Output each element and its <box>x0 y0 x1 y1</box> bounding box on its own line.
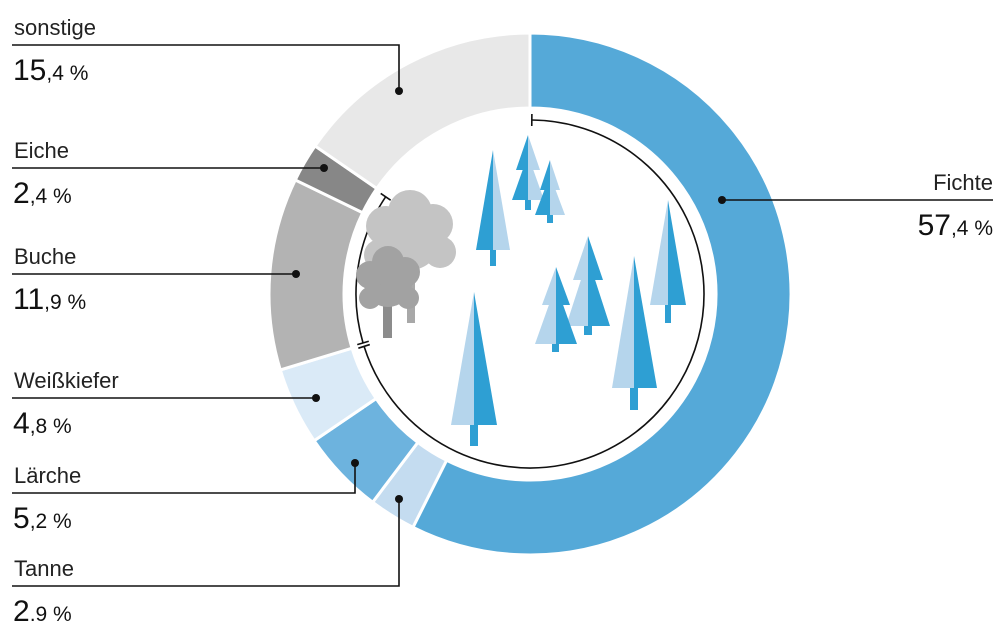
label-value-tanne: 2,9 % <box>13 595 72 621</box>
spruce-tree-icon <box>535 160 565 223</box>
label-name-eiche: Eiche <box>14 138 69 163</box>
label-name-weisskiefer: Weißkiefer <box>14 368 119 393</box>
leader-dot-sonstige <box>395 87 403 95</box>
label-name-buche: Buche <box>14 244 76 269</box>
spruce-tree-icon <box>566 236 610 335</box>
deciduous-arc-tick <box>380 192 392 201</box>
conifer-tree-icon <box>476 150 510 266</box>
conifer-arc <box>363 119 705 469</box>
value-integer: 2 <box>13 177 30 210</box>
leader-line-sonstige <box>12 44 400 91</box>
deciduous-tree-icon <box>356 246 420 338</box>
donut-segment-fichte <box>410 31 793 557</box>
label-tanne: Tanne 2,9 % <box>12 495 403 621</box>
leader-line-laerche <box>12 463 356 494</box>
label-value-laerche: 5,2 % <box>13 502 72 535</box>
label-name-tanne: Tanne <box>14 556 74 581</box>
label-value-buche: 11,9 % <box>13 283 86 316</box>
label-value-sonstige: 15,4 % <box>13 54 88 87</box>
label-buche: Buche 11,9 % <box>12 244 300 316</box>
spruce-tree-icon <box>512 135 544 210</box>
leader-line-tanne <box>12 499 400 587</box>
label-name-sonstige: sonstige <box>14 15 96 40</box>
leader-dot-fichte <box>718 196 726 204</box>
leader-dot-tanne <box>395 495 403 503</box>
value-decimals: ,9 % <box>44 291 86 314</box>
label-laerche: Lärche 5,2 % <box>12 459 359 535</box>
conifer-arc-tick <box>358 343 371 349</box>
value-decimals: ,2 % <box>30 510 72 533</box>
value-integer: 15 <box>13 54 46 87</box>
donut-ring <box>267 31 793 557</box>
value-decimals: ,4 % <box>30 185 72 208</box>
label-value-weisskiefer: 4,8 % <box>13 407 72 440</box>
leader-dot-buche <box>292 270 300 278</box>
value-decimals: ,8 % <box>30 415 72 438</box>
value-integer: 4 <box>13 407 30 440</box>
value-integer: 5 <box>13 502 30 535</box>
conifer-tree-icon <box>612 256 657 410</box>
label-fichte: Fichte 57,4 % <box>718 170 993 242</box>
conifer-tree-icon <box>650 200 686 323</box>
donut-segment-buche <box>267 177 365 372</box>
label-name-fichte: Fichte <box>933 170 993 195</box>
value-decimals: ,4 % <box>951 217 993 240</box>
label-weisskiefer: Weißkiefer 4,8 % <box>12 368 320 440</box>
leader-dot-weisskiefer <box>312 394 320 402</box>
leader-dot-eiche <box>320 164 328 172</box>
value-decimals: ,4 % <box>46 62 88 85</box>
label-sonstige: sonstige 15,4 % <box>12 15 403 95</box>
donut-segment-sonstige <box>312 31 532 191</box>
value-integer: 57 <box>918 209 951 242</box>
value-integer: 11 <box>13 283 44 316</box>
value-integer: 2 <box>13 595 30 621</box>
label-name-laerche: Lärche <box>14 463 81 488</box>
forest-illustration <box>356 135 686 446</box>
label-value-fichte: 57,4 % <box>918 209 993 242</box>
label-eiche: Eiche 2,4 % <box>12 138 328 210</box>
conifer-tree-icon <box>451 292 497 446</box>
label-value-eiche: 2,4 % <box>13 177 72 210</box>
leader-dot-laerche <box>351 459 359 467</box>
spruce-tree-icon <box>535 267 577 352</box>
value-decimals: ,9 % <box>30 603 72 621</box>
deciduous-arc-tick <box>357 340 369 346</box>
